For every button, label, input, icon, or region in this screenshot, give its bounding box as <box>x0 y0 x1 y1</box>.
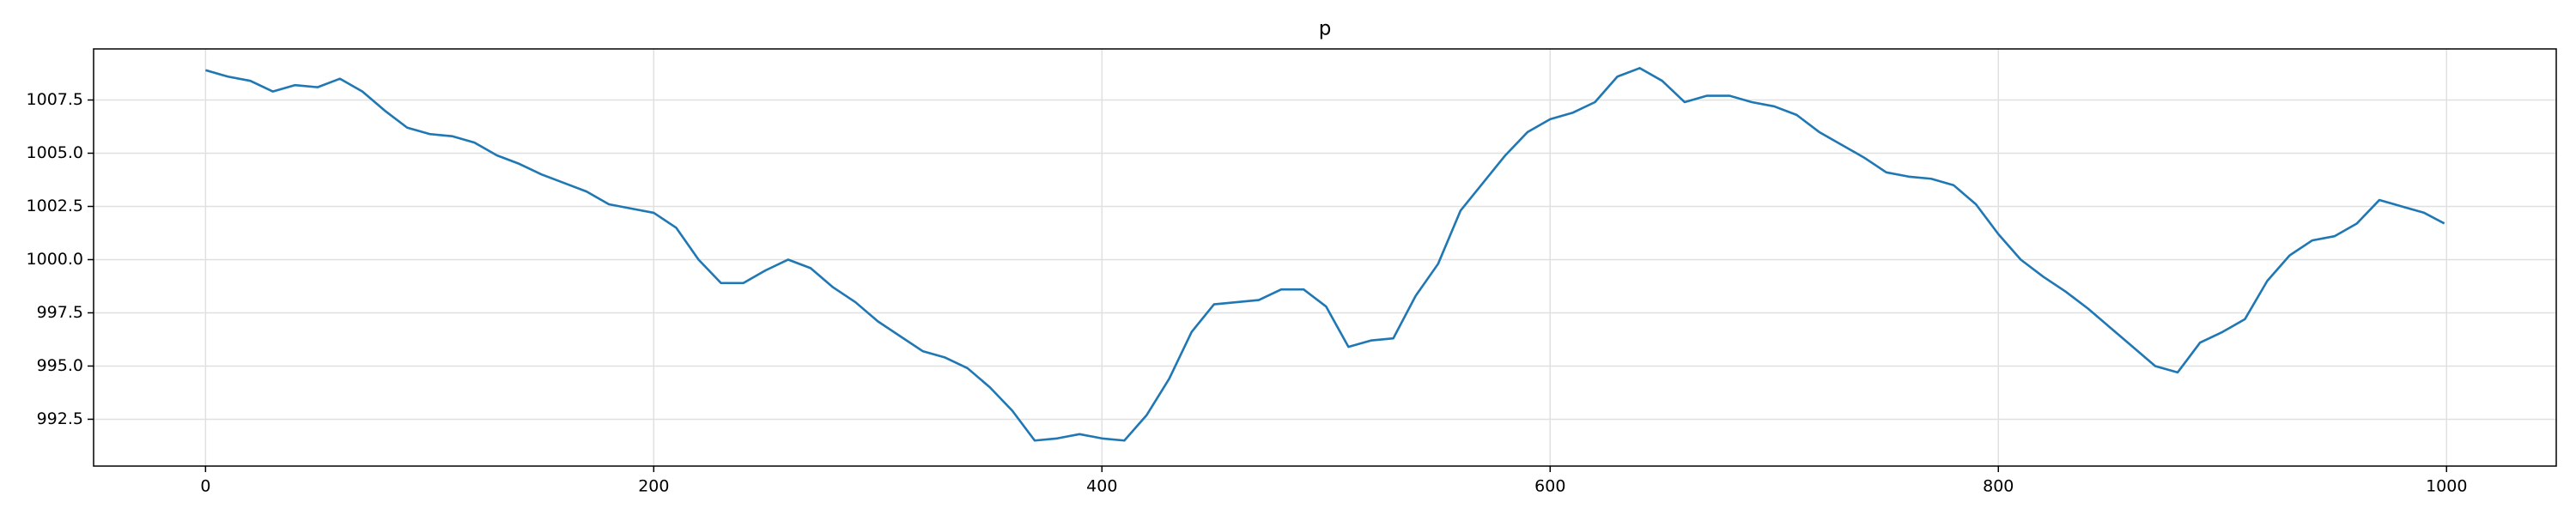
x-tick-label: 1000 <box>2426 477 2467 496</box>
x-tick-label: 600 <box>1534 477 1565 496</box>
y-tick-label: 992.5 <box>37 409 83 428</box>
y-tick-label: 1002.5 <box>27 197 83 215</box>
line <box>205 67 2445 442</box>
y-tick-label: 997.5 <box>37 303 83 322</box>
chart-title: p <box>1319 18 1332 40</box>
plot-frame <box>93 48 2557 467</box>
y-tick-label: 1007.5 <box>27 90 83 109</box>
y-tick-label: 995.0 <box>37 356 83 375</box>
x-tick-label: 400 <box>1086 477 1117 496</box>
y-tick-label: 1000.0 <box>27 250 83 269</box>
y-tick-label: 1005.0 <box>27 143 83 162</box>
x-tick-label: 200 <box>638 477 669 496</box>
x-tick-label: 0 <box>200 477 210 496</box>
x-tick-label: 800 <box>1983 477 2014 496</box>
